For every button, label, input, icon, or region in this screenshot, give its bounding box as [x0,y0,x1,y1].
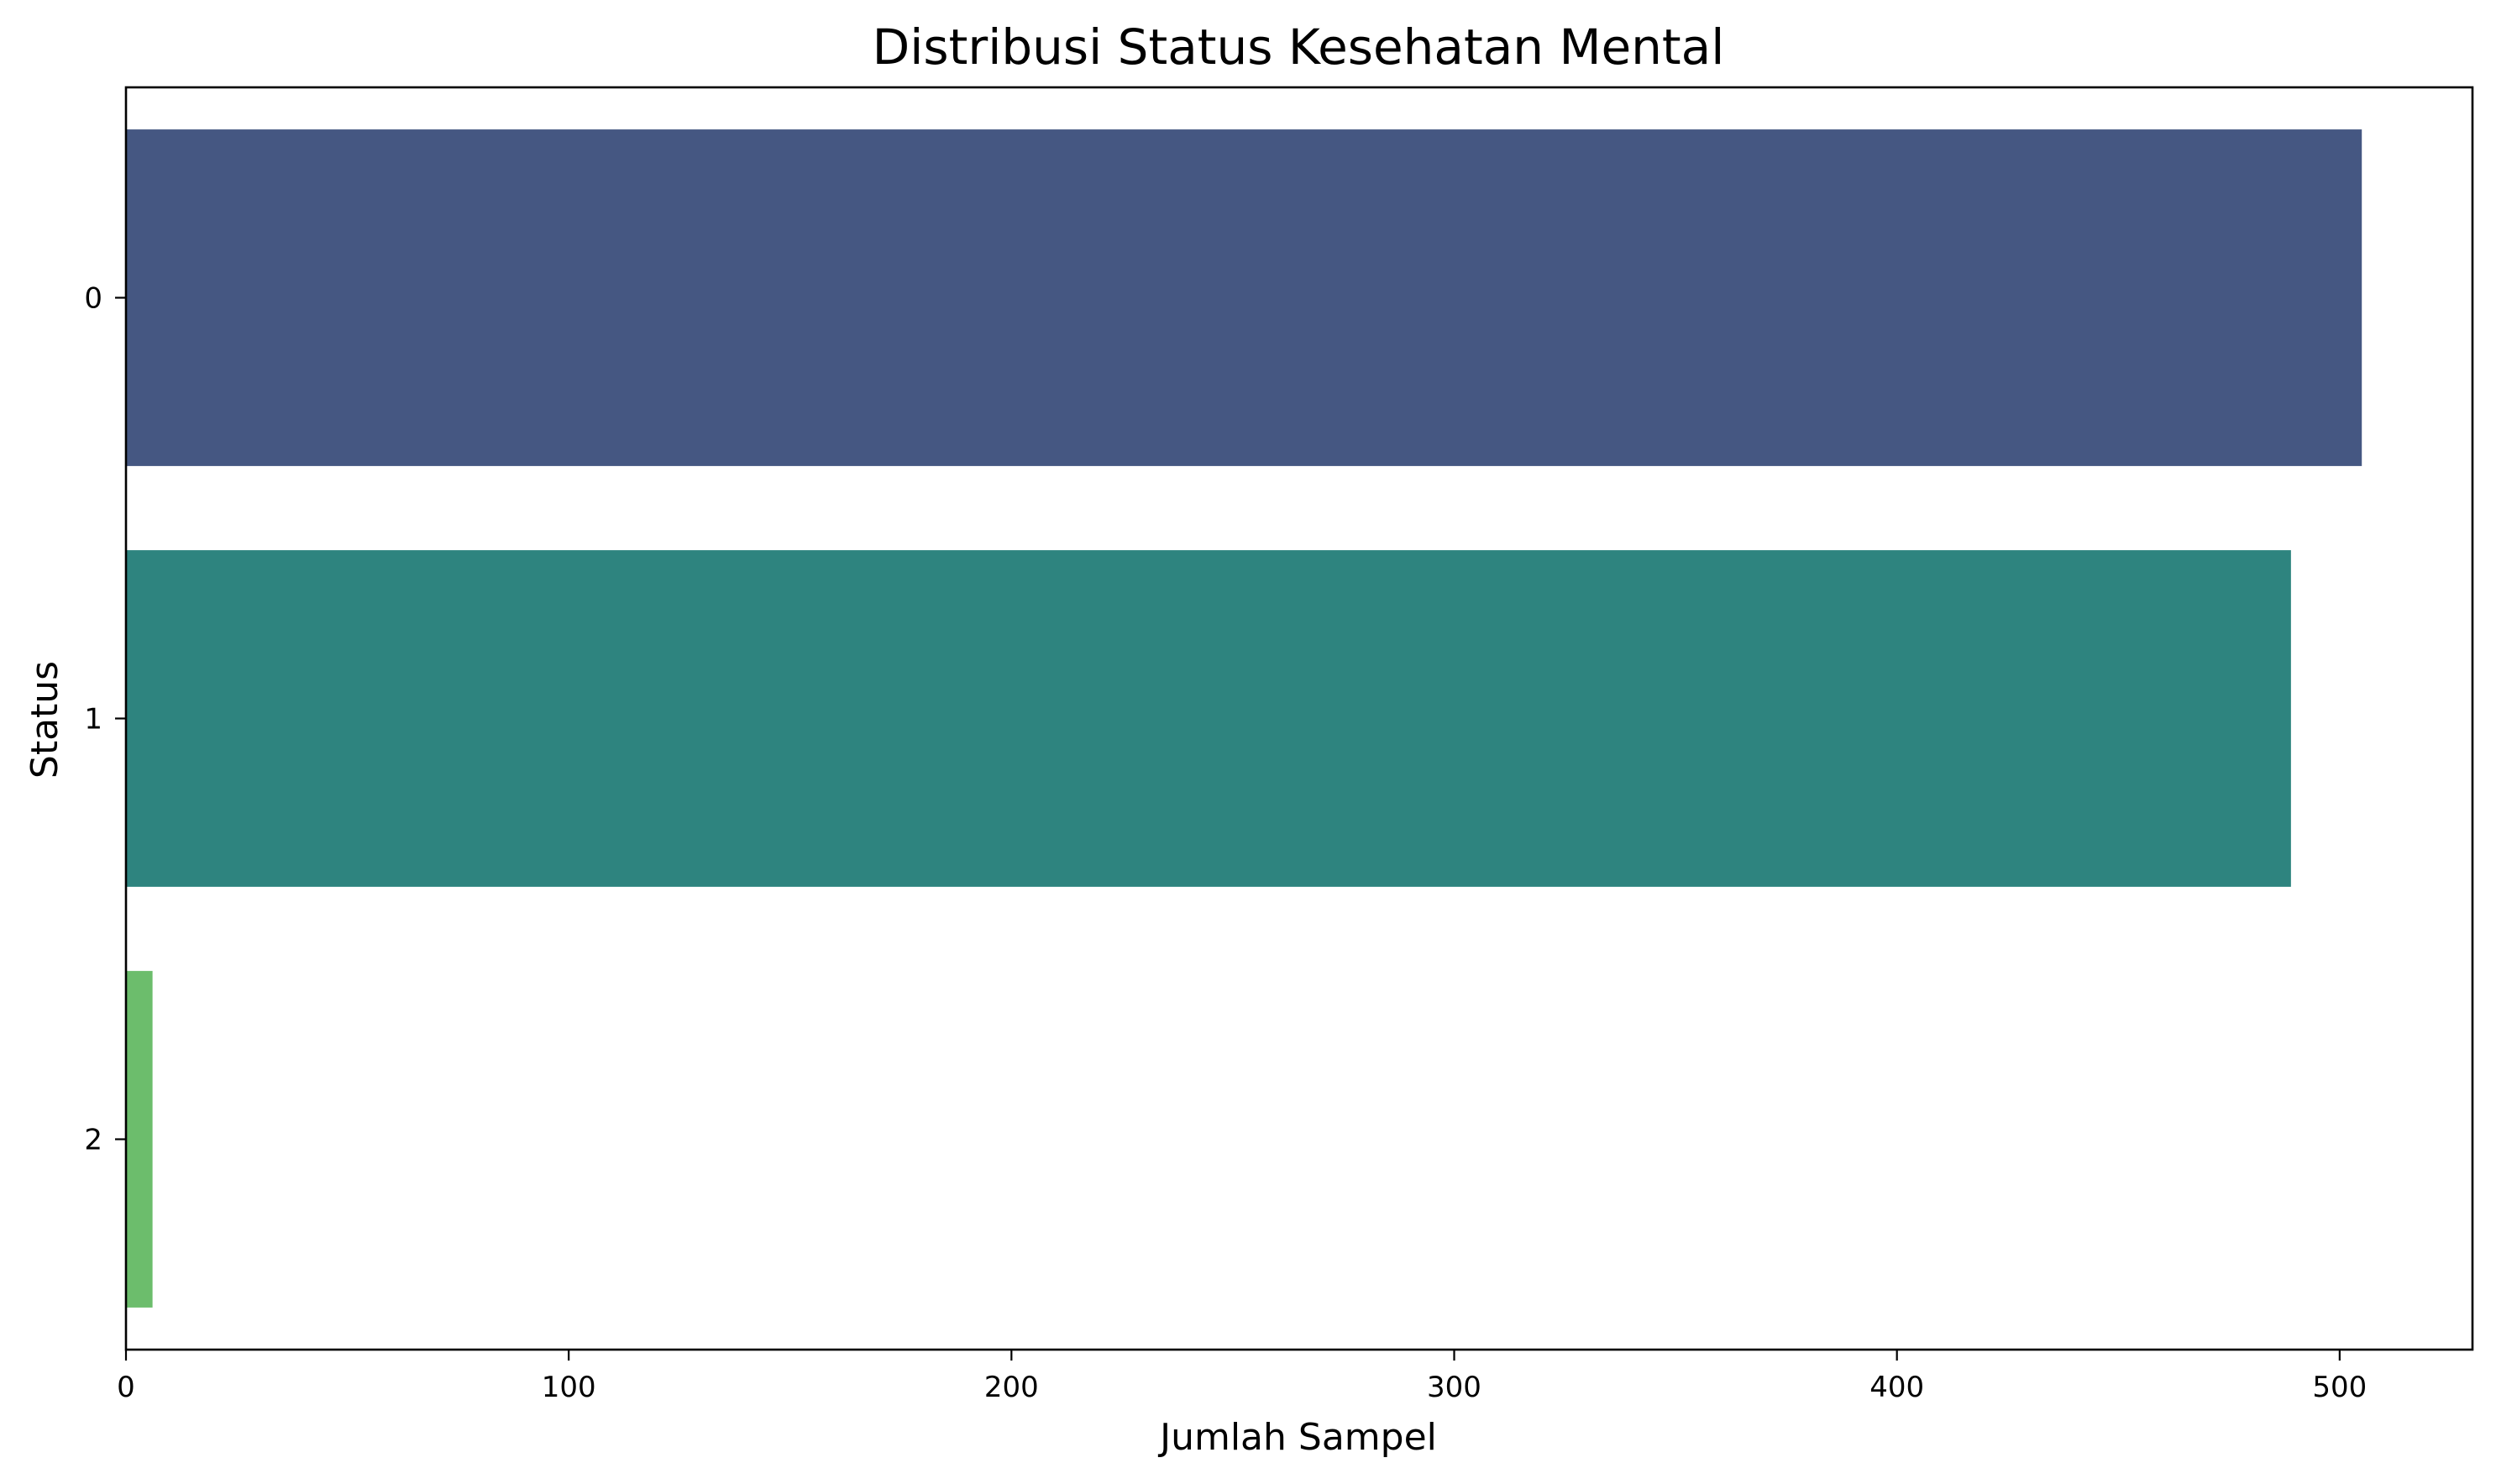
bar-status-0 [126,129,2362,466]
y-axis-label: Status [24,661,66,779]
chart-title: Distribusi Status Kesehatan Mental [873,18,1725,76]
x-axis-label: Jumlah Sampel [1157,1416,1437,1459]
x-axis-ticks: 0 100 200 300 400 500 [117,1350,2367,1404]
bars-group [126,129,2362,1308]
x-tick-label: 0 [117,1371,135,1404]
bar-status-2 [126,971,153,1308]
y-tick-label: 1 [84,703,102,737]
y-tick-label: 2 [84,1124,102,1157]
x-tick-label: 400 [1869,1371,1924,1404]
bar-status-1 [126,550,2291,887]
x-tick-label: 200 [984,1371,1039,1404]
x-tick-label: 500 [2312,1371,2367,1404]
y-axis-ticks: 0 1 2 [84,282,126,1157]
x-tick-label: 100 [542,1371,596,1404]
y-tick-label: 0 [84,282,102,316]
x-tick-label: 300 [1427,1371,1481,1404]
